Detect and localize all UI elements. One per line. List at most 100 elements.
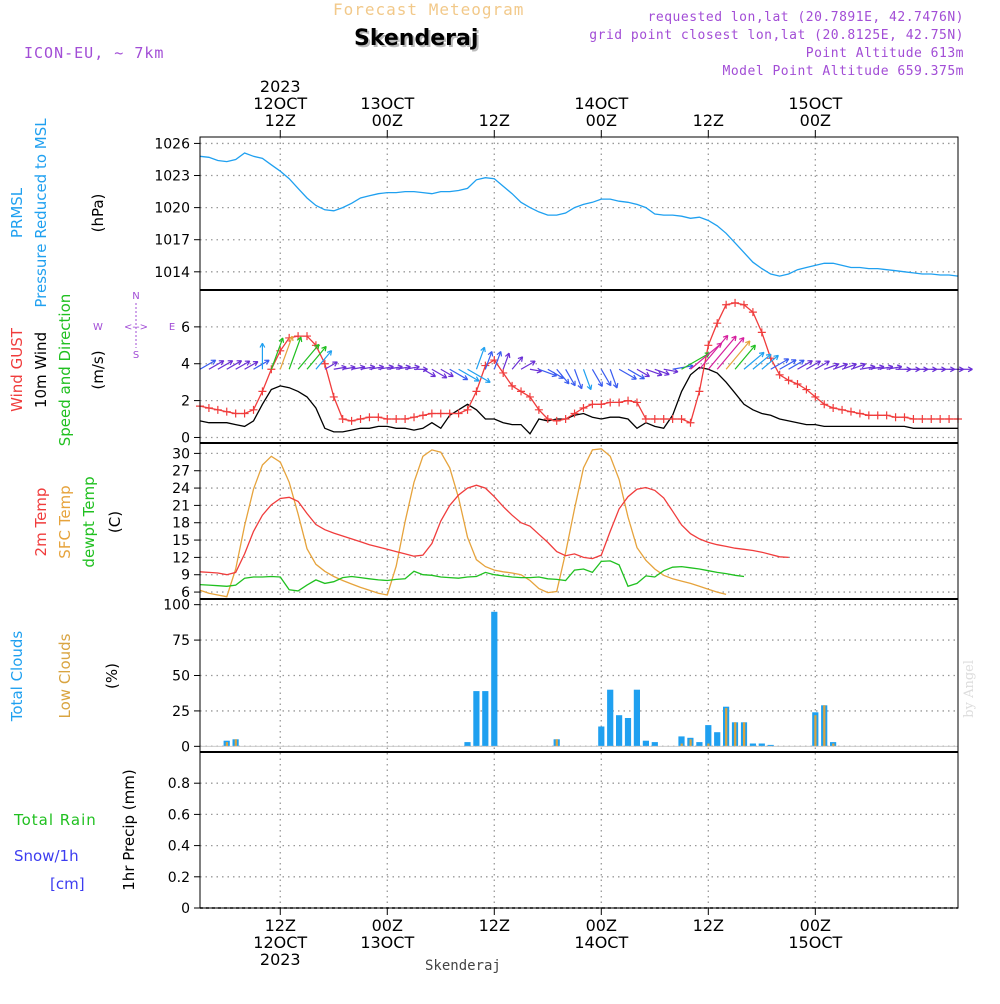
wind-gust-point (945, 415, 954, 424)
total-cloud-bar (642, 740, 649, 747)
wind-direction-arrow (324, 361, 338, 370)
wind-gust-point (641, 415, 650, 424)
wind-direction-arrow (734, 344, 756, 370)
wind-gust-point (329, 392, 338, 401)
wind-direction-arrow (431, 368, 448, 379)
wind-gust-point (793, 380, 802, 389)
wind-direction-arrow (645, 368, 663, 377)
clouds-ytick-label: 25 (172, 704, 190, 720)
station-title: Skenderaj (354, 26, 479, 51)
temperature-ytick-label: 6 (181, 585, 190, 601)
wind-gust-point (463, 405, 472, 414)
wind-direction-arrow (565, 368, 576, 387)
wind-gust-point (677, 415, 686, 424)
wind-gust-point (231, 409, 240, 418)
precip-ytick-label: 0.2 (168, 870, 190, 886)
total-cloud-bar (749, 743, 756, 747)
wind-direction-arrow (556, 368, 570, 385)
clouds-ytick-label: 0 (181, 739, 190, 755)
precip-ytick-label: 0.8 (168, 776, 190, 792)
pressure-label: PRMSL (8, 187, 26, 238)
low-cloud-bar (725, 708, 728, 747)
wind-gust-point (303, 332, 312, 341)
wind-direction-arrow (761, 354, 779, 370)
wind-gust-point (597, 400, 606, 409)
total-cloud-bar (473, 691, 480, 747)
wind-gust-point (588, 400, 597, 409)
temperature-ytick-label: 15 (172, 533, 190, 549)
total-cloud-bar (607, 689, 614, 747)
model-label: ICON-EU, ~ 7km (24, 44, 165, 62)
clouds-ytick-label: 50 (172, 669, 190, 685)
total-cloud-bar (678, 736, 685, 747)
wind-gust-point (222, 407, 231, 416)
compass-n: N (132, 291, 139, 302)
wind-direction-arrow (618, 368, 637, 380)
wind-gust-point (855, 409, 864, 418)
temperature-ytick-label: 24 (172, 481, 190, 497)
bottom-time-label: 12OCT (253, 933, 307, 952)
total-cloud-bar (464, 742, 471, 747)
wind-ytick-label: 4 (181, 357, 190, 373)
temp-unit-label: (C) (106, 511, 124, 533)
pressure-label: Pressure Reduced to MSL (32, 118, 50, 308)
wind-direction-arrow (235, 360, 251, 370)
wind-direction-arrow (707, 335, 737, 370)
wind-direction-arrow (752, 353, 772, 370)
wind-direction-arrow (502, 352, 511, 370)
bottom-time-label: 13OCT (360, 933, 414, 952)
total-cloud-bar (633, 689, 640, 747)
wind-direction-arrow (449, 368, 469, 381)
t2m-label: 2m Temp (32, 488, 50, 557)
bottom-time-label: 00Z (586, 916, 617, 935)
total-cloud-bar (616, 715, 623, 747)
low-cloud-bar (743, 722, 746, 747)
wind-gust-point (472, 387, 481, 396)
wind-direction-arrow (306, 345, 327, 370)
temperature-ytick-label: 9 (181, 568, 190, 584)
wind-direction-arrow (636, 368, 651, 378)
wind-direction-arrow (582, 369, 593, 391)
wind-direction-arrow (484, 350, 494, 370)
precip-ytick-label: 0.6 (168, 807, 190, 823)
model-altitude: Model Point Altitude 659.375m (722, 64, 964, 79)
snow-legend: Snow/1h (14, 847, 79, 865)
wind-ytick-label: 0 (181, 430, 190, 446)
precip-frame (199, 751, 959, 909)
clouds-unit-label: (%) (103, 663, 121, 689)
wind-gust-point (748, 308, 757, 317)
wind-gust-point (454, 409, 463, 418)
wind-gust-point (561, 415, 570, 424)
wind-direction-arrow (297, 343, 320, 370)
wind-gust-point (927, 415, 936, 424)
wind-gust-point (891, 413, 900, 422)
top-time-label: 00Z (800, 111, 831, 130)
pressure-ytick-label: 1017 (154, 233, 190, 249)
wind-gust-point (499, 368, 508, 377)
total-cloud-bar (705, 725, 712, 747)
dewpt-series (199, 560, 745, 592)
wind-direction-arrow (288, 336, 303, 370)
wind-direction-arrow (259, 342, 266, 370)
wind-gust-point (534, 405, 543, 414)
wind-gust-point (686, 418, 695, 427)
total-clouds-label: Total Clouds (8, 631, 26, 723)
wind-gust-point (258, 387, 267, 396)
wind-direction-arrow (199, 359, 217, 370)
clouds-ytick-label: 100 (163, 598, 190, 614)
wind-gust-point (909, 415, 918, 424)
wind-gust-point (213, 405, 222, 414)
wind-gust-point (739, 300, 748, 309)
wind-gust-point (525, 392, 534, 401)
wind-gust-point (338, 415, 347, 424)
wind-direction-arrow (797, 360, 813, 370)
bottom-time-label: 12Z (265, 916, 296, 935)
wind-direction-arrow (529, 367, 542, 374)
credit-watermark: by Angel (962, 660, 977, 718)
wind-speed-series (199, 366, 958, 435)
wind-gust-point (632, 398, 641, 407)
forecast-title: Forecast Meteogram (333, 0, 525, 19)
wind-gust-point (579, 403, 588, 412)
wind-ytick-label: 2 (181, 394, 190, 410)
